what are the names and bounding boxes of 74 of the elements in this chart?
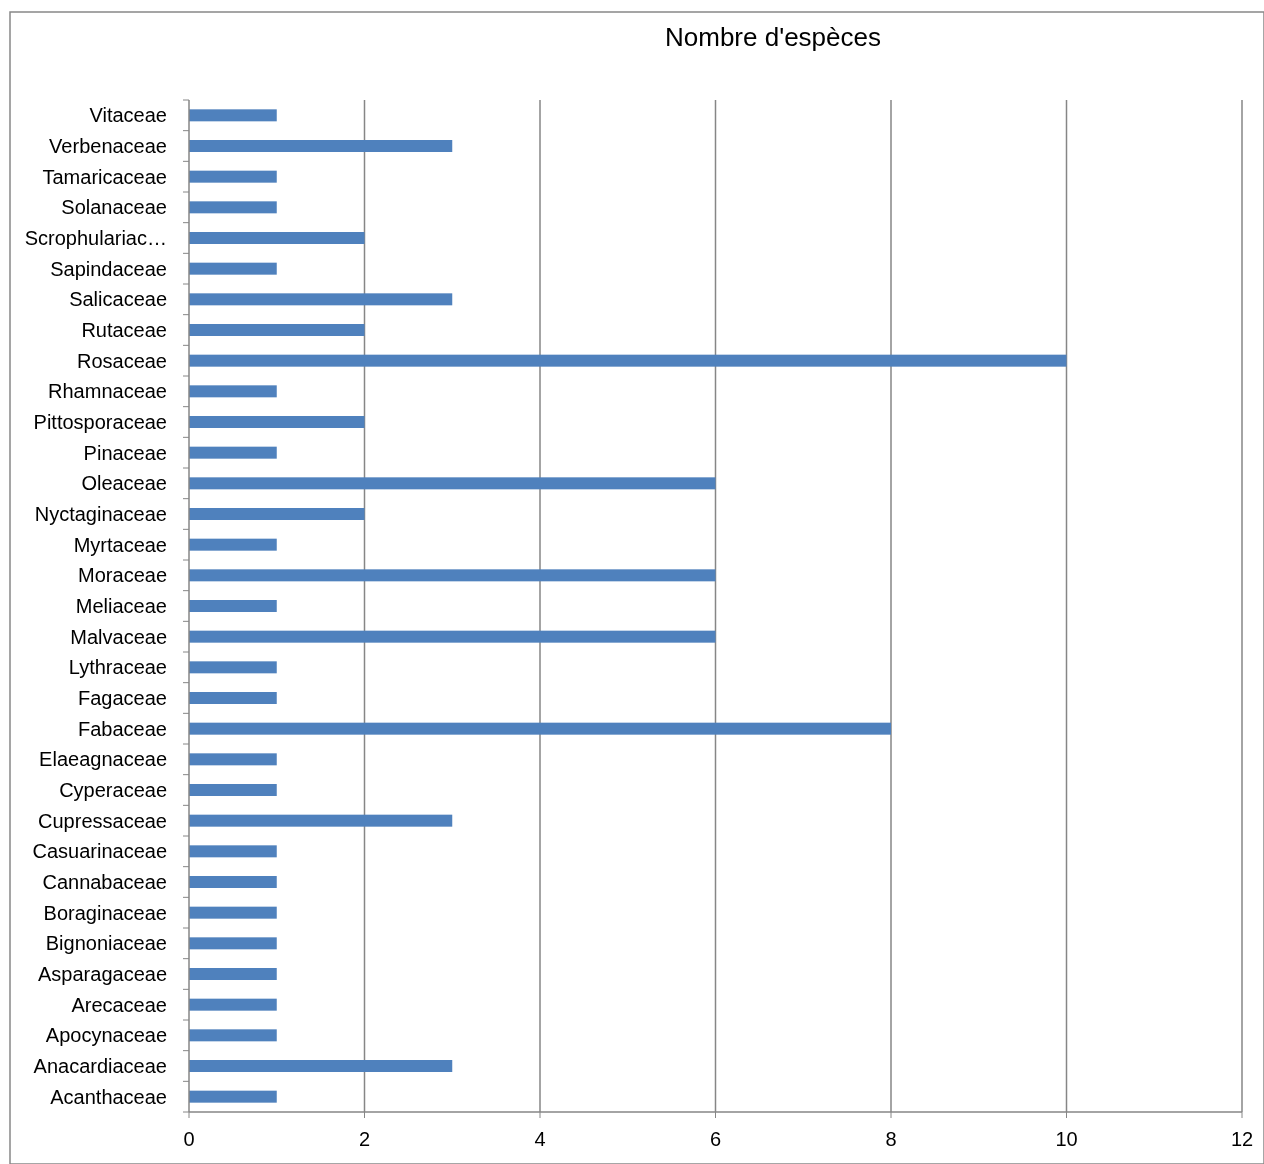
bar [189, 324, 365, 336]
bar [189, 661, 277, 674]
bar [189, 814, 453, 827]
bar [189, 385, 277, 398]
chart-title: Nombre d'espèces [665, 22, 881, 52]
y-tick-label: Sapindaceae [50, 257, 167, 280]
bar [189, 477, 716, 490]
bar [189, 201, 277, 214]
y-tick-label: Oleaceae [81, 472, 167, 495]
bar [189, 692, 277, 704]
y-tick-label: Cyperaceae [59, 779, 167, 801]
y-tick-label: Malvaceae [70, 625, 167, 648]
y-tick-label: Apocynaceae [45, 1024, 167, 1047]
y-tick-label: Cannabaceae [42, 871, 167, 893]
y-tick-label: Nyctaginaceae [34, 503, 167, 525]
bar [189, 845, 277, 858]
y-tick-label: Myrtaceae [73, 533, 167, 556]
y-tick-label: Elaeagnaceae [39, 748, 167, 771]
y-tick-label: Acanthaceae [50, 1085, 167, 1108]
bar [189, 508, 365, 520]
y-tick-label: Vitaceae [89, 104, 167, 127]
bar [189, 937, 277, 950]
y-tick-label: Cupressaceae [38, 809, 167, 832]
x-tick-label: 2 [358, 1128, 371, 1150]
y-tick-label: Rutaceae [81, 319, 167, 341]
bar [189, 262, 277, 275]
bar [189, 630, 716, 643]
y-tick-label: Rhamnaceae [48, 380, 167, 403]
y-tick-label: Salicaceae [69, 288, 167, 311]
y-tick-label: Scrophulariac… [24, 227, 167, 249]
bar [189, 1060, 453, 1072]
bar [189, 876, 277, 888]
x-tick-label: 0 [183, 1128, 195, 1150]
bar [189, 722, 891, 735]
y-tick-label: Asparagaceae [38, 963, 167, 985]
bar [189, 1029, 277, 1042]
bar [189, 906, 277, 919]
y-tick-label: Lythraceae [68, 656, 167, 679]
bar [189, 1090, 277, 1103]
bar [189, 109, 277, 122]
y-tick-label: Rosaceae [76, 349, 167, 372]
y-tick-label: Casuarinaceae [32, 840, 167, 863]
bar [189, 416, 365, 428]
x-tick-label: 8 [885, 1128, 897, 1150]
y-tick-label: Arecaceae [71, 993, 167, 1016]
bar [189, 600, 277, 612]
y-tick-label: Moraceae [78, 564, 167, 587]
bar [189, 446, 277, 459]
bar [189, 232, 365, 244]
bar [189, 170, 277, 183]
y-tick-label: Pinaceae [83, 441, 167, 464]
y-tick-label: Tamaricaceae [42, 165, 167, 188]
y-tick-label: Boraginaceae [43, 901, 167, 924]
y-tick-label: Pittosporaceae [33, 411, 167, 433]
bar [189, 753, 277, 766]
bar [189, 968, 277, 980]
x-tick-label: 6 [709, 1128, 722, 1150]
y-tick-label: Bignoniaceae [45, 932, 167, 955]
bar [189, 293, 453, 306]
y-tick-label: Fagaceae [78, 687, 167, 709]
bar [189, 538, 277, 551]
x-tick-label: 12 [1230, 1128, 1254, 1150]
bar [189, 354, 1067, 367]
bar [189, 569, 716, 582]
y-tick-label: Verbenaceae [49, 135, 167, 157]
y-tick-label: Fabaceae [78, 717, 167, 740]
bar [189, 140, 453, 152]
x-tick-label: 4 [534, 1128, 546, 1150]
y-tick-label: Solanaceae [61, 196, 167, 219]
x-tick-label: 10 [1055, 1128, 1078, 1150]
y-tick-label: Meliaceae [75, 595, 167, 617]
bar [189, 998, 277, 1011]
y-tick-label: Anacardiaceae [33, 1055, 167, 1077]
bar [189, 784, 277, 796]
